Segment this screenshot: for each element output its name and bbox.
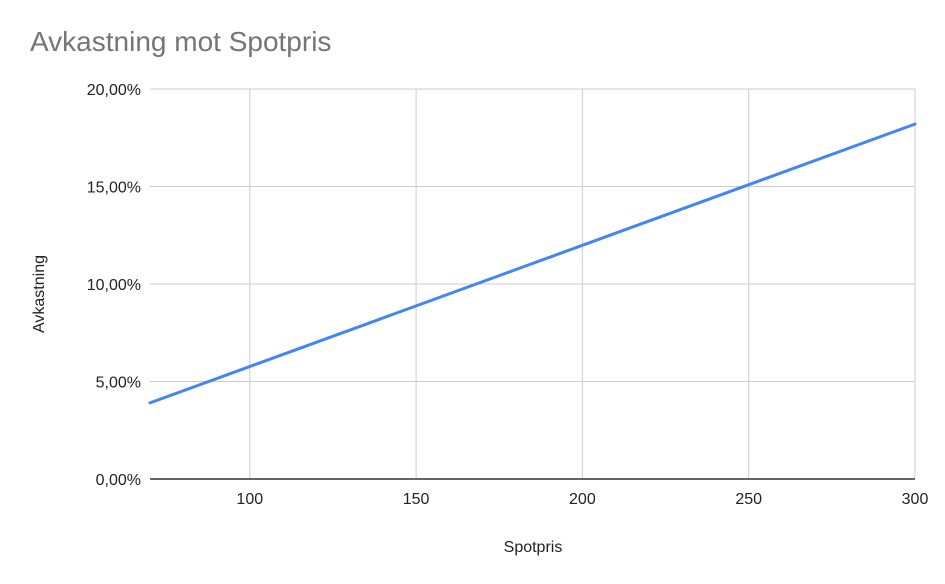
y-tick-label: 15,00% (87, 180, 141, 197)
y-tick-label: 5,00% (96, 375, 141, 392)
series-line (148, 122, 917, 405)
x-tick-label: 250 (735, 491, 762, 508)
tick-labels: 0,00% 5,00% 10,00% 15,00% 20,00% 100 150 200 250… (87, 82, 929, 508)
chart-title: Avkastning mot Spotpris (30, 26, 332, 57)
grid (150, 88, 916, 479)
series (148, 122, 917, 405)
x-tick-label: 300 (902, 491, 929, 508)
y-tick-label: 20,00% (87, 82, 141, 99)
x-tick-label: 200 (569, 491, 596, 508)
x-axis-title: Spotpris (504, 539, 563, 556)
y-tick-label: 10,00% (87, 277, 141, 294)
y-axis-title: Avkastning (31, 255, 48, 333)
x-tick-label: 100 (236, 491, 263, 508)
y-tick-label: 0,00% (96, 472, 141, 489)
x-tick-label: 150 (403, 491, 430, 508)
